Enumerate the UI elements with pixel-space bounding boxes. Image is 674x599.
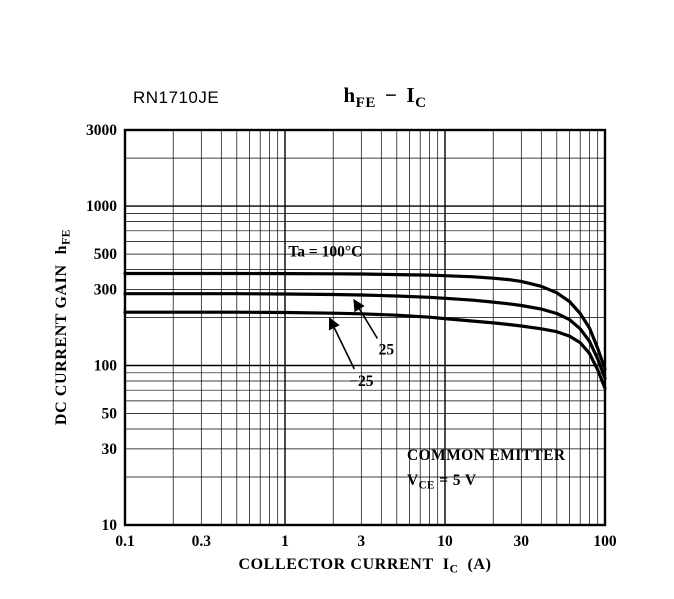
y-tick-label: 500 (94, 246, 118, 263)
x-axis-title-text: COLLECTOR CURRENT (238, 556, 434, 573)
condition-box: COMMON EMITTER VCE = 5 V (407, 447, 566, 492)
vce-subscript: CE (418, 479, 435, 492)
curve-series-1 (123, 292, 607, 380)
curve-series-0 (123, 271, 607, 371)
title-ic-symbol: I (406, 83, 416, 107)
x-tick-label: 0.3 (192, 533, 212, 550)
chart-title: hFE − IC (145, 83, 625, 111)
title-dash: − (384, 83, 398, 107)
y-tick-label: 50 (102, 406, 118, 423)
x-tick-label: 0.1 (115, 533, 134, 550)
y-tick-label: 300 (94, 282, 118, 299)
y-axis-hfe-symbol: h (53, 244, 70, 255)
title-ic-subscript: C (415, 94, 427, 111)
y-tick-label: 30 (102, 441, 118, 458)
x-tick-label: 100 (593, 533, 617, 550)
title-hfe-symbol: h (343, 83, 356, 107)
x-axis-ic-subscript: C (449, 563, 459, 576)
condition-vce: VCE = 5 V (407, 472, 565, 492)
vce-value: = 5 V (439, 472, 477, 489)
x-tick-label: 30 (514, 533, 530, 550)
x-tick-label: 3 (357, 533, 365, 550)
curve-label-25: 25 (379, 342, 395, 359)
vce-symbol: V (407, 472, 419, 489)
curve-series-2 (123, 310, 607, 390)
x-axis-ic-symbol: I (442, 556, 450, 573)
annotation-arrow-25 (353, 298, 379, 339)
x-tick-label: 1 (281, 533, 289, 550)
curve-label-100c: Ta = 100°C (288, 243, 362, 260)
annotation-arrow-minus25 (328, 317, 356, 370)
y-axis-hfe-subscript: FE (60, 228, 73, 245)
plot-border (123, 128, 607, 527)
y-tick-label: 3000 (86, 122, 117, 139)
curve-label-minus25: −25 (349, 373, 374, 390)
x-tick-label: 10 (437, 533, 453, 550)
y-tick-label: 1000 (86, 198, 117, 215)
part-number: RN1710JE (133, 88, 220, 107)
x-axis-title: COLLECTOR CURRENT IC (A) (125, 556, 605, 576)
y-tick-label: 100 (94, 358, 118, 375)
y-tick-label: 10 (102, 517, 118, 534)
y-axis-title: DC CURRENT GAIN hFE (53, 228, 73, 426)
condition-common-emitter: COMMON EMITTER (407, 447, 566, 464)
y-axis-title-text: DC CURRENT GAIN (53, 264, 70, 426)
title-hfe-subscript: FE (355, 94, 376, 111)
x-axis-unit: (A) (467, 556, 492, 573)
